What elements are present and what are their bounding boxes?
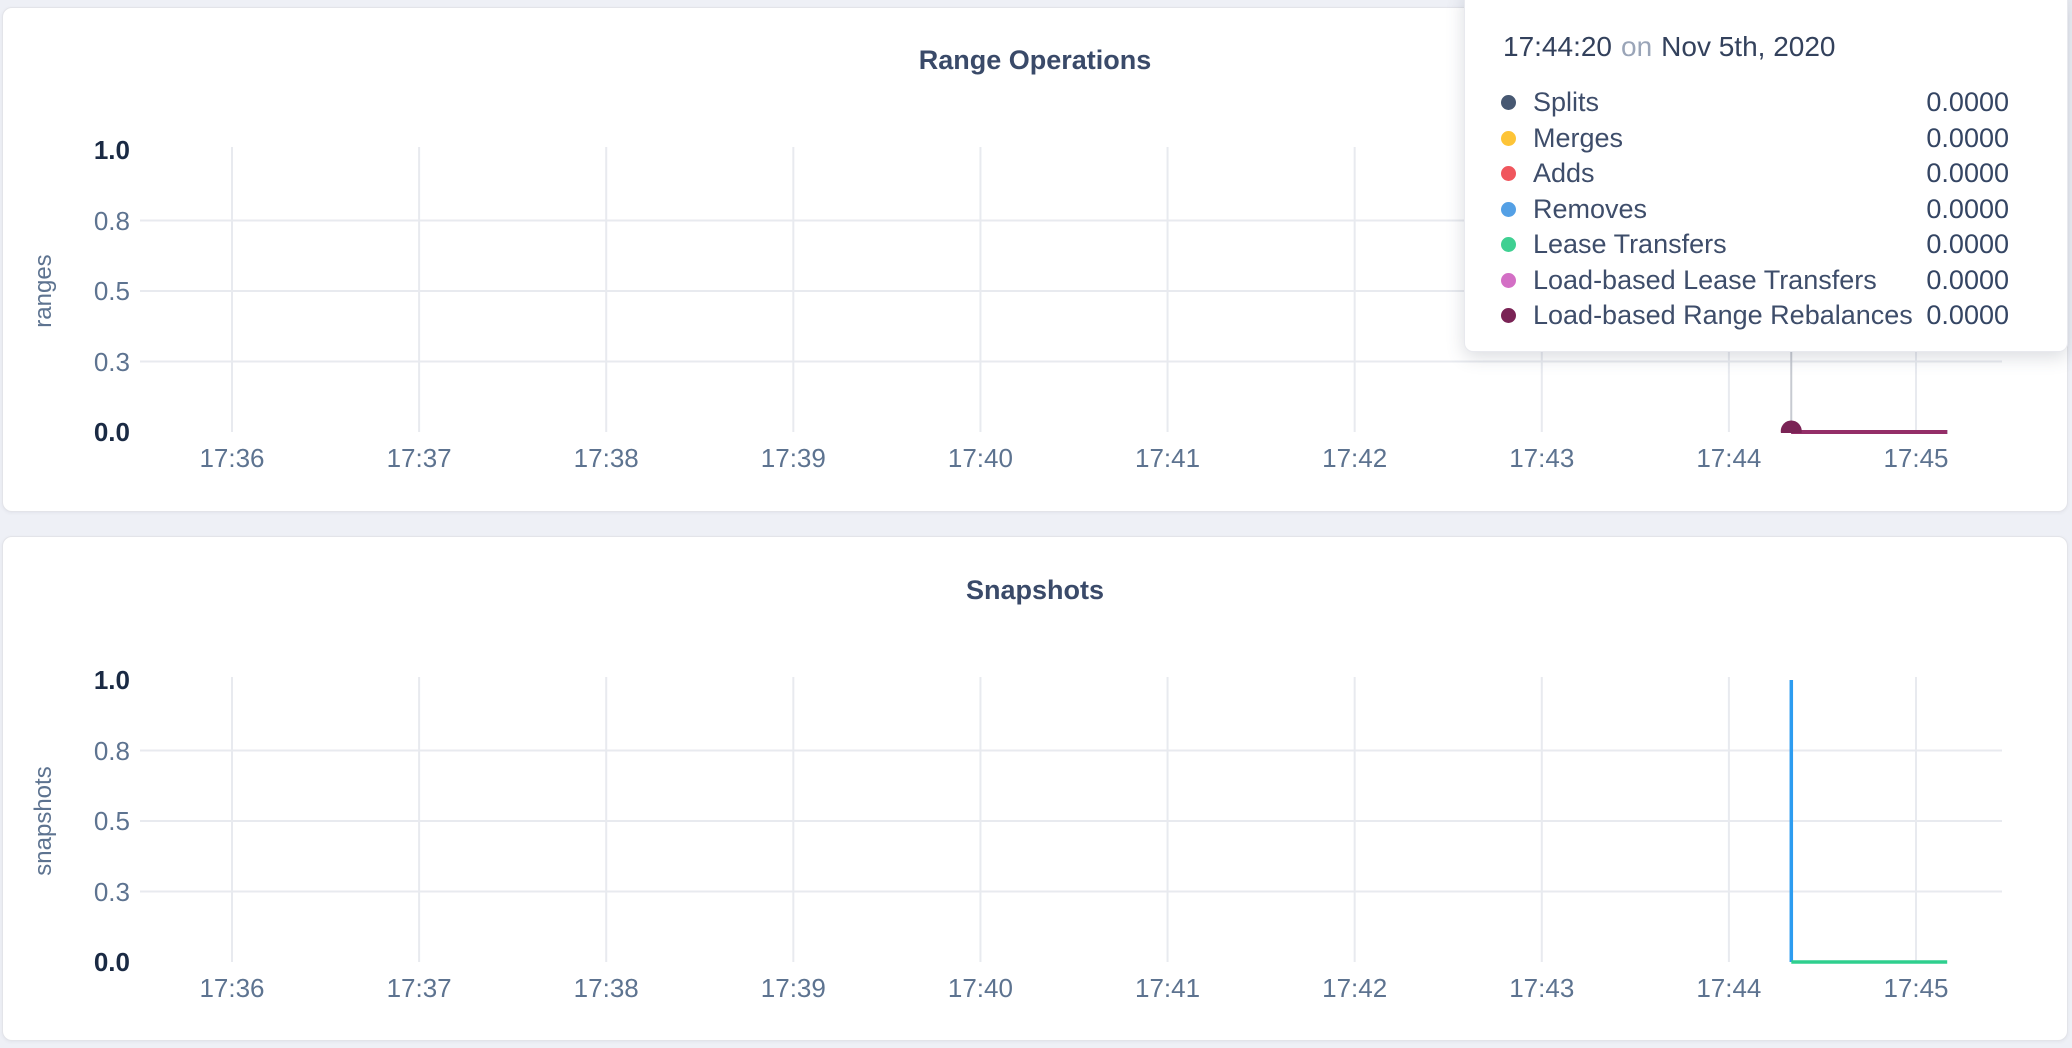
series-color-dot-icon: [1501, 166, 1516, 182]
tooltip-series-label: Load-based Lease Transfers: [1533, 264, 1877, 295]
tooltip-row: Removes 0.0000: [1465, 192, 2067, 228]
chart-title-snapshots: Snapshots: [965, 575, 1105, 605]
tooltip-series-label: Adds: [1533, 158, 1595, 189]
tooltip-series-value: 0.0000: [1926, 87, 2009, 118]
tooltip-series-label: Lease Transfers: [1533, 229, 1727, 260]
tooltip-series-label: Load-based Range Rebalances: [1533, 300, 1913, 331]
tooltip-time: 17:44:20: [1503, 31, 1612, 62]
tooltip-series-label: Splits: [1533, 87, 1600, 118]
tooltip-series-label: Removes: [1533, 193, 1648, 224]
y-axis-label-snapshots: snapshots: [30, 766, 57, 876]
series-color-dot-icon: [1501, 272, 1516, 288]
chart-title-range-operations: Range Operations: [918, 45, 1152, 75]
tooltip-row: Lease Transfers 0.0000: [1465, 227, 2067, 263]
tooltip-series-value: 0.0000: [1926, 229, 2009, 260]
tooltip-series-list: Splits 0.0000 Merges 0.0000 Adds 0.0000 Remove…: [1465, 85, 2067, 334]
tooltip-conjunction: on: [1621, 31, 1653, 62]
tooltip-series-label: Merges: [1533, 122, 1624, 153]
tooltip-row: Splits 0.0000: [1465, 85, 2067, 121]
tooltip-series-value: 0.0000: [1926, 122, 2009, 153]
tooltip-series-value: 0.0000: [1926, 158, 2009, 189]
tooltip-row: Load-based Lease Transfers 0.0000: [1465, 263, 2067, 299]
tooltip-series-value: 0.0000: [1926, 264, 2009, 295]
tooltip-series-value: 0.0000: [1926, 300, 2009, 331]
chart-hover-tooltip: 17:44:20 on Nov 5th, 2020 Splits 0.0000 Merg…: [1464, 0, 2068, 352]
series-color-dot-icon: [1501, 237, 1516, 253]
snapshots-panel: [2, 536, 2068, 1041]
tooltip-date: Nov 5th, 2020: [1661, 31, 1836, 62]
tooltip-row: Load-based Range Rebalances 0.0000: [1465, 298, 2067, 334]
tooltip-timestamp: 17:44:20 on Nov 5th, 2020: [1503, 30, 1836, 64]
tooltip-row: Adds 0.0000: [1465, 156, 2067, 192]
series-color-dot-icon: [1501, 95, 1516, 111]
series-color-dot-icon: [1501, 201, 1516, 217]
tooltip-series-value: 0.0000: [1926, 193, 2009, 224]
y-axis-label-ranges: ranges: [30, 254, 57, 328]
tooltip-row: Merges 0.0000: [1465, 121, 2067, 157]
series-color-dot-icon: [1501, 130, 1516, 146]
series-color-dot-icon: [1501, 308, 1516, 324]
